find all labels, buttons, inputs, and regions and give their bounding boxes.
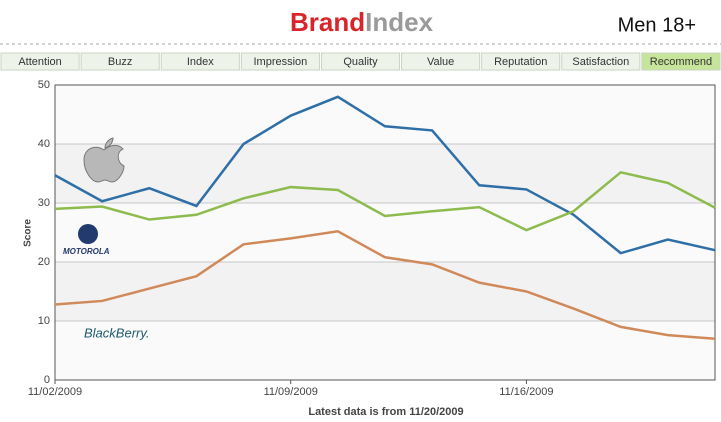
plot-frame — [54, 84, 716, 381]
y-tick-label: 10 — [38, 315, 50, 327]
y-tick-label: 20 — [38, 256, 50, 268]
tab[interactable]: Impression — [240, 52, 320, 71]
series-line — [54, 170, 716, 232]
logo: BrandIndex — [290, 7, 434, 37]
blackberry-logo: BlackBerry. — [84, 325, 150, 340]
band — [55, 321, 715, 380]
tab[interactable]: Buzz — [80, 52, 160, 71]
tab-label: Recommend — [650, 56, 712, 68]
tab-label: Buzz — [108, 56, 132, 68]
tab-bg — [80, 52, 160, 71]
x-tick-label: 11/09/2009 — [264, 386, 318, 398]
y-axis-label: Score — [23, 219, 34, 247]
tab-bg — [561, 52, 641, 71]
x-tick-label: 11/02/2009 — [28, 386, 82, 398]
y-tick-label: 0 — [44, 374, 50, 386]
tab-label: Attention — [18, 56, 61, 68]
tab[interactable]: Index — [160, 52, 240, 71]
tab[interactable]: Satisfaction — [561, 52, 641, 71]
tab-label: Value — [427, 56, 454, 68]
apple-shape — [83, 137, 125, 183]
y-tick-label: 40 — [38, 138, 50, 150]
y-tick-label: 50 — [38, 79, 50, 91]
tab[interactable]: Recommend — [641, 52, 721, 71]
segment: Men 18+ — [618, 14, 696, 36]
footnote: Latest data is from 11/20/2009 — [308, 406, 463, 418]
tab-bg — [160, 52, 240, 71]
tab-label: Index — [187, 56, 214, 68]
series-line — [54, 230, 716, 340]
series-line — [54, 95, 716, 255]
band — [55, 144, 715, 203]
tab-label: Satisfaction — [572, 56, 629, 68]
tab-bg — [0, 52, 80, 71]
tab-label: Impression — [253, 56, 307, 68]
tab-label: Reputation — [494, 56, 547, 68]
tab-bg — [401, 52, 481, 71]
tab[interactable]: Quality — [320, 52, 401, 71]
band — [55, 203, 715, 262]
x-tick-label: 11/16/2009 — [499, 386, 553, 398]
tab-bg — [481, 52, 561, 71]
tab[interactable]: Attention — [0, 52, 80, 71]
logo-index: Index — [365, 7, 433, 37]
motorola-emblem — [78, 224, 98, 244]
y-tick-label: 30 — [38, 197, 50, 209]
plot: 0 10 20 30 40 50 11/02/2009 11/09/2009 11/16/200… — [28, 79, 716, 398]
tab-bar: Attention Buzz Index Impression Quality Value… — [0, 52, 721, 71]
band — [55, 262, 715, 321]
tab-bg — [641, 52, 721, 71]
tab[interactable]: Reputation — [481, 52, 561, 71]
motorola-logo: MOTOROLA — [63, 247, 110, 256]
logo-brand: Brand — [290, 7, 365, 37]
tab-bg — [320, 52, 401, 71]
tab[interactable]: Value — [401, 52, 481, 71]
tab-bg — [240, 52, 320, 71]
band — [55, 85, 715, 144]
apple-logo — [83, 137, 125, 183]
tab-label: Quality — [343, 56, 378, 68]
